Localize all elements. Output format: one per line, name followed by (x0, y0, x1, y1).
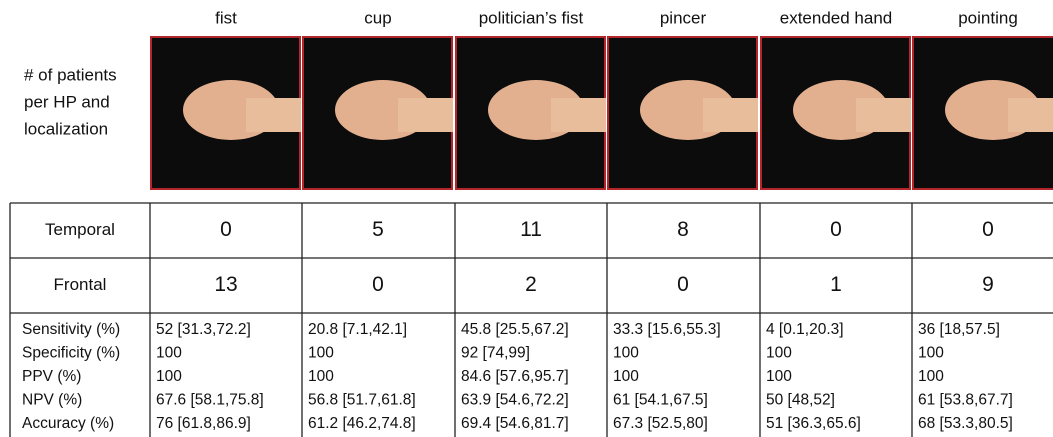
metric-value: 50 [48,52] (766, 392, 835, 409)
cell-value: 9 (982, 273, 994, 296)
metric-value: 52 [31.3,72.2] (156, 321, 251, 338)
hand-photo (608, 37, 758, 189)
figure: # of patients per HP and localization fist c… (0, 0, 1053, 437)
metric-value: 92 [74,99] (461, 345, 530, 362)
metric-value: 100 (766, 345, 792, 362)
hand-photo (151, 37, 301, 189)
metric-value: 84.6 [57.6,95.7] (461, 368, 569, 385)
metric-value: 100 (613, 368, 639, 385)
metric-value: 100 (613, 345, 639, 362)
metric-label: Specificity (%) (22, 345, 120, 362)
row-label: # of patients (24, 65, 117, 84)
metric-value: 67.6 [58.1,75.8] (156, 392, 264, 409)
cell-value: 8 (677, 218, 689, 241)
cell-value: 2 (525, 273, 537, 296)
cell-value: 0 (372, 273, 384, 296)
metric-value: 61 [54.1,67.5] (613, 392, 708, 409)
metric-value: 100 (308, 368, 334, 385)
row-label: per HP and (24, 92, 110, 111)
metric-value: 51 [36.3,65.6] (766, 415, 861, 432)
column-title: extended hand (780, 8, 893, 27)
metric-value: 56.8 [51.7,61.8] (308, 392, 416, 409)
row-label: localization (24, 119, 108, 138)
column-title: politician’s fist (479, 8, 584, 27)
row-header: Frontal (54, 275, 107, 294)
cell-value: 0 (677, 273, 689, 296)
metric-value: 63.9 [54.6,72.2] (461, 392, 569, 409)
metric-value: 69.4 [54.6,81.7] (461, 415, 569, 432)
metric-value: 68 [53.3,80.5] (918, 415, 1013, 432)
metric-value: 76 [61.8,86.9] (156, 415, 251, 432)
cell-value: 0 (830, 218, 842, 241)
metric-value: 61 [53.8,67.7] (918, 392, 1013, 409)
wrist (398, 98, 453, 132)
column-title: fist (215, 8, 237, 27)
column-title: cup (364, 8, 391, 27)
metric-value: 67.3 [52.5,80] (613, 415, 708, 432)
metric-label: PPV (%) (22, 368, 81, 385)
wrist (1008, 98, 1053, 132)
metric-value: 61.2 [46.2,74.8] (308, 415, 416, 432)
cell-value: 0 (982, 218, 994, 241)
wrist (703, 98, 758, 132)
metric-value: 20.8 [7.1,42.1] (308, 321, 407, 338)
metric-value: 100 (156, 368, 182, 385)
cell-value: 13 (214, 273, 237, 296)
metric-value: 100 (918, 368, 944, 385)
wrist (856, 98, 911, 132)
hand-photo (456, 37, 606, 189)
cell-value: 0 (220, 218, 232, 241)
wrist (246, 98, 301, 132)
metric-value: 33.3 [15.6,55.3] (613, 321, 721, 338)
wrist (551, 98, 606, 132)
metric-value: 4 [0.1,20.3] (766, 321, 844, 338)
row-header: Temporal (45, 220, 115, 239)
column-title: pincer (660, 8, 707, 27)
metric-value: 45.8 [25.5,67.2] (461, 321, 569, 338)
hand-photo (303, 37, 453, 189)
metric-value: 100 (766, 368, 792, 385)
metric-label: Accuracy (%) (22, 415, 114, 432)
cell-value: 5 (372, 218, 384, 241)
cell-value: 1 (830, 273, 842, 296)
hand-photo (913, 37, 1053, 189)
metric-label: Sensitivity (%) (22, 321, 120, 338)
metric-value: 100 (918, 345, 944, 362)
metric-value: 36 [18,57.5] (918, 321, 1000, 338)
column-title: pointing (958, 8, 1018, 27)
metric-value: 100 (156, 345, 182, 362)
hand-photo (761, 37, 911, 189)
cell-value: 11 (520, 218, 542, 241)
metric-label: NPV (%) (22, 392, 82, 409)
metric-value: 100 (308, 345, 334, 362)
